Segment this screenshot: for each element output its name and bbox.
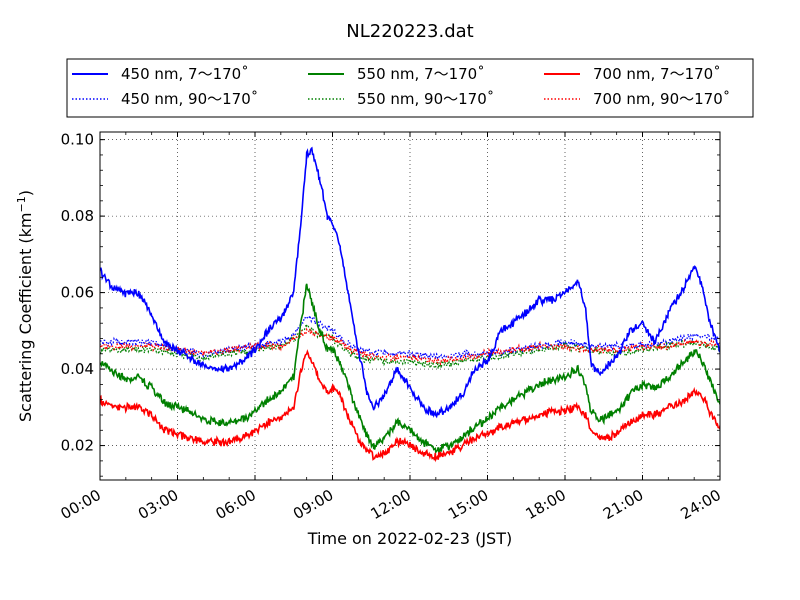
y-axis-label-close: ) xyxy=(16,190,35,196)
legend: 450 nm, 7～170˚ 550 nm, 7～170˚ 700 nm, 7～17… xyxy=(66,58,754,118)
legend-label: 550 nm, 7～170˚ xyxy=(357,65,485,83)
series-700-nm-7-170- xyxy=(100,349,720,463)
x-axis-label: Time on 2022-02-23 (JST) xyxy=(307,529,512,548)
legend-label: 450 nm, 90～170˚ xyxy=(121,90,258,108)
y-tick-label: 0.08 xyxy=(61,207,94,225)
legend-label: 700 nm, 7～170˚ xyxy=(593,65,721,83)
legend-label: 700 nm, 90～170˚ xyxy=(593,90,730,108)
y-tick-label: 0.02 xyxy=(61,437,94,455)
grid xyxy=(99,132,721,480)
legend-label: 450 nm, 7～170˚ xyxy=(121,65,249,83)
y-axis-label-exponent: −1 xyxy=(15,196,28,212)
y-axis-label: Scattering Coefficient (km−1) xyxy=(15,190,35,422)
series-layer xyxy=(100,146,720,463)
legend-label: 550 nm, 90～170˚ xyxy=(357,90,494,108)
y-tick-label: 0.10 xyxy=(61,131,94,149)
series-550-nm-7-170- xyxy=(100,283,720,455)
y-tick-label: 0.06 xyxy=(61,284,94,302)
chart-title: NL220223.dat xyxy=(346,21,473,42)
y-tick-label: 0.04 xyxy=(61,360,94,378)
series-450-nm-7-170- xyxy=(100,146,720,419)
series-450-nm-90-170- xyxy=(100,313,720,360)
